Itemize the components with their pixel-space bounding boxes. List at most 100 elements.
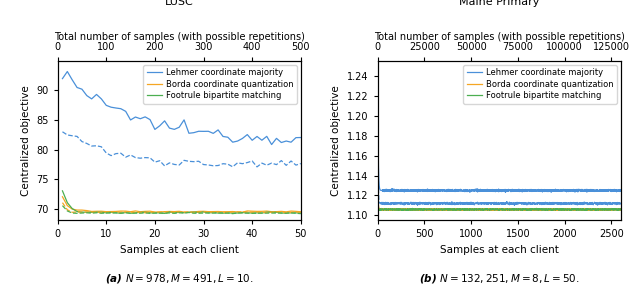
Footrule bipartite matching — [122, 211, 129, 214]
Footrule bipartite matching — [117, 211, 125, 215]
Lehmer coordinate majority — [243, 133, 251, 136]
Borda coordinate quantization — [102, 210, 110, 213]
Lehmer coordinate majority — [127, 118, 134, 122]
X-axis label: Total number of samples (with possible repetitions): Total number of samples (with possible r… — [54, 32, 305, 42]
X-axis label: Samples at each client: Samples at each client — [120, 245, 239, 255]
Lehmer coordinate majority — [166, 126, 173, 130]
Lehmer coordinate majority — [175, 126, 183, 129]
Lehmer coordinate majority — [83, 94, 91, 97]
Lehmer coordinate majority — [258, 139, 266, 142]
Lehmer coordinate majority — [97, 97, 105, 101]
Line: Lehmer coordinate majority: Lehmer coordinate majority — [63, 72, 301, 144]
Lehmer coordinate majority — [234, 139, 241, 143]
Borda coordinate quantization — [78, 208, 86, 212]
Lehmer coordinate majority — [117, 107, 125, 110]
Text: (a) $N = 978, M = 491, L = 10.$: (a) $N = 978, M = 491, L = 10.$ — [105, 272, 253, 285]
Lehmer coordinate majority — [93, 93, 100, 96]
Borda coordinate quantization — [545, 209, 552, 212]
Lehmer coordinate majority — [73, 86, 81, 89]
Footrule bipartite matching — [273, 211, 280, 214]
Lehmer coordinate majority — [253, 135, 261, 138]
Footrule bipartite matching — [166, 210, 173, 214]
Footrule bipartite matching — [258, 211, 266, 215]
Footrule bipartite matching — [292, 211, 300, 215]
Borda coordinate quantization — [97, 209, 105, 213]
Borda coordinate quantization — [407, 207, 415, 211]
Borda coordinate quantization — [175, 210, 183, 213]
Footrule bipartite matching — [78, 210, 86, 214]
Borda coordinate quantization — [428, 207, 435, 211]
Lehmer coordinate majority — [287, 140, 295, 144]
Footrule bipartite matching — [617, 208, 625, 211]
Footrule bipartite matching — [268, 211, 275, 214]
Footrule bipartite matching — [534, 208, 541, 211]
Borda coordinate quantization — [205, 210, 212, 213]
Footrule bipartite matching — [209, 211, 217, 214]
Footrule bipartite matching — [239, 211, 246, 214]
Lehmer coordinate majority — [563, 189, 571, 192]
Lehmer coordinate majority — [278, 141, 285, 144]
Footrule bipartite matching — [195, 211, 202, 214]
Borda coordinate quantization — [88, 210, 95, 213]
Lehmer coordinate majority — [68, 78, 76, 81]
Footrule bipartite matching — [161, 212, 168, 215]
Borda coordinate quantization — [239, 211, 246, 214]
Borda coordinate quantization — [180, 210, 188, 214]
Lehmer coordinate majority — [224, 135, 232, 139]
Footrule bipartite matching — [190, 210, 198, 214]
Y-axis label: Centralized objective: Centralized objective — [20, 85, 31, 196]
Lehmer coordinate majority — [112, 106, 120, 110]
Legend: Lehmer coordinate majority, Borda coordinate quantization, Footrule bipartite ma: Lehmer coordinate majority, Borda coordi… — [463, 65, 616, 104]
Lehmer coordinate majority — [156, 124, 164, 128]
Footrule bipartite matching — [83, 211, 91, 214]
Lehmer coordinate majority — [141, 115, 149, 119]
Lehmer coordinate majority — [268, 143, 275, 146]
Borda coordinate quantization — [374, 179, 381, 182]
Borda coordinate quantization — [268, 210, 275, 213]
Borda coordinate quantization — [278, 210, 285, 213]
Lehmer coordinate majority — [132, 115, 140, 119]
Lehmer coordinate majority — [219, 135, 227, 138]
Footrule bipartite matching — [229, 211, 237, 215]
Borda coordinate quantization — [141, 210, 149, 213]
Lehmer coordinate majority — [180, 118, 188, 122]
Lehmer coordinate majority — [205, 130, 212, 133]
Borda coordinate quantization — [161, 210, 168, 213]
Footrule bipartite matching — [253, 211, 261, 215]
X-axis label: Samples at each client: Samples at each client — [440, 245, 559, 255]
Footrule bipartite matching — [63, 201, 71, 204]
Borda coordinate quantization — [166, 210, 173, 213]
Lehmer coordinate majority — [63, 70, 71, 73]
Lehmer coordinate majority — [282, 139, 290, 143]
Lehmer coordinate majority — [428, 189, 435, 192]
Footrule bipartite matching — [156, 211, 164, 215]
Footrule bipartite matching — [175, 211, 183, 214]
Footrule bipartite matching — [141, 211, 149, 214]
Borda coordinate quantization — [273, 210, 280, 213]
Footrule bipartite matching — [146, 211, 154, 215]
Lehmer coordinate majority — [374, 69, 381, 72]
Borda coordinate quantization — [292, 210, 300, 213]
Borda coordinate quantization — [83, 209, 91, 212]
Title: Maine Primary: Maine Primary — [459, 0, 540, 7]
Footrule bipartite matching — [68, 207, 76, 210]
Legend: Lehmer coordinate majority, Borda coordinate quantization, Footrule bipartite ma: Lehmer coordinate majority, Borda coordi… — [143, 65, 296, 104]
Borda coordinate quantization — [59, 195, 67, 199]
Title: LUSC: LUSC — [165, 0, 193, 7]
Borda coordinate quantization — [253, 210, 261, 213]
Lehmer coordinate majority — [273, 137, 280, 140]
Footrule bipartite matching — [563, 208, 571, 211]
Footrule bipartite matching — [180, 211, 188, 215]
Borda coordinate quantization — [387, 208, 395, 211]
Lehmer coordinate majority — [136, 117, 144, 120]
Footrule bipartite matching — [537, 209, 545, 212]
Borda coordinate quantization — [136, 210, 144, 213]
Lehmer coordinate majority — [170, 128, 178, 131]
Borda coordinate quantization — [185, 211, 193, 214]
Footrule bipartite matching — [112, 211, 120, 215]
Footrule bipartite matching — [127, 211, 134, 215]
Line: Borda coordinate quantization: Borda coordinate quantization — [63, 197, 301, 212]
Y-axis label: Centralized objective: Centralized objective — [332, 85, 341, 196]
Lehmer coordinate majority — [229, 140, 237, 144]
Footrule bipartite matching — [136, 211, 144, 214]
